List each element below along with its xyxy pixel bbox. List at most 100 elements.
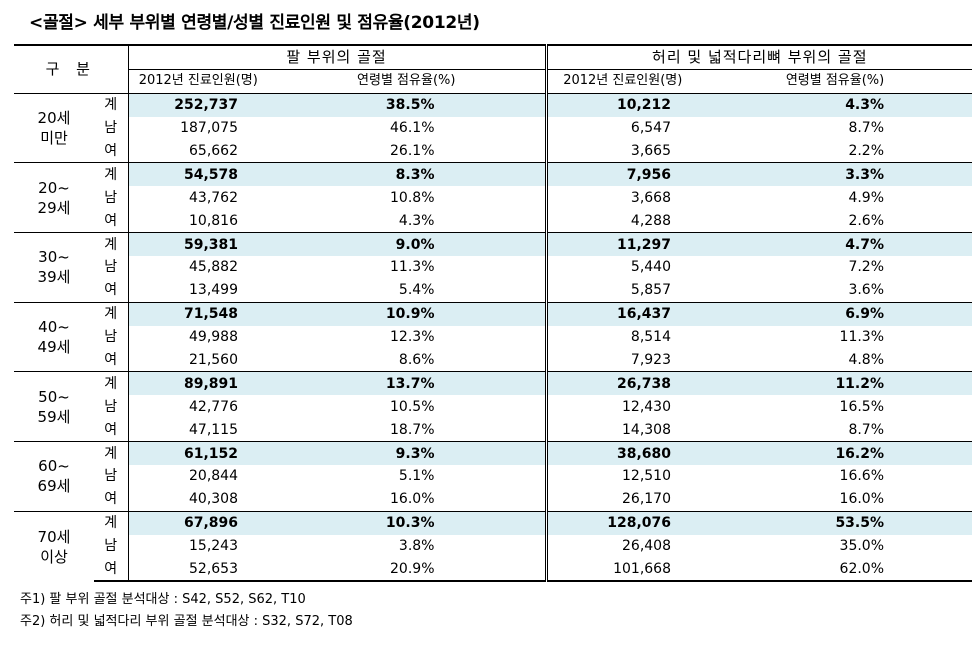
back-share-cell: 2.2% bbox=[848, 143, 885, 159]
arm-share-cell: 4.3% bbox=[398, 212, 435, 229]
sex-label: 계 bbox=[94, 371, 128, 396]
table-row: 20~ 29세 계 54,578 8.3% 7,956 3.3% bbox=[14, 162, 973, 233]
back-share-cell: 16.2% bbox=[698, 441, 973, 466]
gubun-header: 구 분 bbox=[14, 43, 128, 94]
back-patients-cell: 26,408 bbox=[544, 534, 698, 558]
age-group-line: 39세 bbox=[37, 268, 71, 287]
table-row: 남 43,762 10.8% 3,668 4.9% bbox=[14, 186, 972, 210]
table-row: 남 42,776 10.5% 12,430 16.5% bbox=[14, 395, 972, 419]
arm-patients-cell: 252,737 bbox=[127, 92, 268, 117]
age-group-label: 70세 이상 bbox=[14, 510, 94, 582]
back-patients-cell: 3,665 bbox=[544, 139, 698, 163]
arm-share-cell: 10.8% bbox=[390, 189, 435, 206]
age-group-line: 49세 bbox=[37, 338, 71, 357]
arm-patients-cell: 54,578 bbox=[127, 162, 268, 187]
table-row: 남 20,844 5.1% 12,510 16.6% bbox=[14, 465, 972, 488]
arm-patients-cell: 52,653 bbox=[127, 557, 268, 583]
arm-patients-cell: 10,816 bbox=[127, 209, 268, 233]
sex-label: 여 bbox=[104, 491, 118, 508]
back-patients-cell: 16,437 bbox=[544, 301, 698, 326]
sex-label: 남 bbox=[104, 329, 118, 346]
table-row: 남 49,988 12.3% 8,514 11.3% bbox=[14, 325, 972, 349]
sex-label: 남 bbox=[104, 398, 118, 415]
age-group-line: 59세 bbox=[37, 407, 71, 426]
back-patients-cell: 6,547 bbox=[544, 116, 698, 140]
arm-patients-cell: 67,896 bbox=[127, 510, 268, 535]
sex-label: 여 bbox=[104, 282, 118, 299]
arm-share-cell: 26.1% bbox=[390, 143, 435, 159]
back-share-cell: 4.3% bbox=[698, 92, 973, 117]
arm-patients-cell: 187,075 bbox=[127, 116, 268, 140]
back-share-cell: 35.0% bbox=[839, 538, 885, 555]
arm-share-cell: 18.7% bbox=[390, 421, 435, 438]
age-group-label: 20~ 29세 bbox=[14, 162, 94, 233]
back-share-cell: 62.0% bbox=[698, 557, 973, 583]
back-patients-cell: 3,668 bbox=[544, 186, 698, 210]
arm-share-cell: 8.3% bbox=[268, 162, 546, 187]
back-patients-header: 2012년 진료인원(명) bbox=[544, 69, 698, 94]
arm-share-cell: 5.4% bbox=[398, 282, 435, 299]
arm-share-cell: 11.3% bbox=[390, 259, 435, 276]
age-group-line: 30~ bbox=[38, 248, 70, 267]
back-patients-cell: 26,170 bbox=[544, 487, 698, 512]
arm-patients-cell: 21,560 bbox=[127, 348, 268, 372]
age-group-line: 50~ bbox=[38, 387, 70, 406]
arm-patients-cell: 15,243 bbox=[127, 534, 268, 558]
back-share-cell: 16.0% bbox=[839, 491, 885, 508]
sex-label: 계 bbox=[94, 510, 128, 535]
footnotes: 주1) 팔 부위 골절 분석대상 : S42, S52, S62, T10 주2… bbox=[20, 589, 353, 633]
sex-label: 남 bbox=[104, 189, 118, 206]
arm-patients-cell: 45,882 bbox=[127, 256, 268, 279]
back-patients-cell: 38,680 bbox=[544, 441, 698, 466]
back-patients-cell: 5,857 bbox=[544, 278, 698, 303]
back-share-cell: 6.9% bbox=[698, 301, 973, 326]
arm-patients-cell: 61,152 bbox=[127, 441, 268, 466]
arm-share-header: 연령별 점유율(%) bbox=[268, 69, 546, 94]
arm-share-cell: 10.3% bbox=[268, 510, 546, 535]
arm-patients-cell: 20,844 bbox=[127, 465, 268, 488]
age-group-label: 40~ 49세 bbox=[14, 301, 94, 372]
header-row-1: 구 분 팔 부위의 골절 허리 및 넓적다리뼈 부위의 골절 bbox=[14, 43, 973, 94]
back-share-cell: 4.8% bbox=[848, 352, 885, 369]
sex-label: 여 bbox=[94, 557, 128, 583]
age-group-line: 69세 bbox=[37, 477, 71, 496]
arm-patients-cell: 43,762 bbox=[127, 186, 268, 210]
arm-share-cell: 5.1% bbox=[398, 468, 435, 485]
back-patients-cell: 26,738 bbox=[544, 371, 698, 396]
arm-share-cell: 38.5% bbox=[268, 92, 546, 117]
back-patients-cell: 101,668 bbox=[544, 557, 698, 583]
fracture-stats-table: 구 분 팔 부위의 골절 허리 및 넓적다리뼈 부위의 골절 2012년 진료인… bbox=[14, 43, 973, 583]
table-row: 30~ 39세 계 59,381 9.0% 11,297 4.7% bbox=[14, 232, 973, 303]
arm-share-cell: 12.3% bbox=[390, 329, 435, 346]
table-row: 70세 이상 계 67,896 10.3% 128,076 53.5% bbox=[14, 510, 973, 582]
back-patients-cell: 5,440 bbox=[544, 256, 698, 279]
arm-share-cell: 3.8% bbox=[398, 538, 435, 555]
sex-label: 여 bbox=[104, 421, 118, 438]
back-share-cell: 16.6% bbox=[839, 468, 885, 485]
table-row: 여 10,816 4.3% 4,288 2.6% bbox=[14, 209, 972, 233]
sex-label: 여 bbox=[104, 212, 118, 229]
table-row: 여 13,499 5.4% 5,857 3.6% bbox=[14, 278, 972, 303]
arm-patients-cell: 13,499 bbox=[127, 278, 268, 303]
sex-label: 계 bbox=[94, 162, 128, 187]
arm-patients-cell: 59,381 bbox=[127, 232, 268, 257]
back-share-cell: 8.7% bbox=[848, 120, 885, 137]
back-patients-cell: 11,297 bbox=[544, 232, 698, 257]
table-row: 여 21,560 8.6% 7,923 4.8% bbox=[14, 348, 972, 372]
footnote-1: 주1) 팔 부위 골절 분석대상 : S42, S52, S62, T10 bbox=[20, 592, 306, 607]
back-share-cell: 7.2% bbox=[848, 259, 885, 276]
age-group-line: 미만 bbox=[40, 129, 68, 148]
back-share-cell: 16.5% bbox=[839, 398, 885, 415]
sex-label: 여 bbox=[104, 143, 118, 159]
arm-patients-cell: 71,548 bbox=[127, 301, 268, 326]
age-group-label: 50~ 59세 bbox=[14, 371, 94, 442]
arm-patients-cell: 40,308 bbox=[127, 487, 268, 512]
sex-label: 남 bbox=[104, 259, 118, 276]
arm-patients-cell: 89,891 bbox=[127, 371, 268, 396]
back-share-cell: 11.2% bbox=[698, 371, 973, 396]
age-group-line: 70세 bbox=[37, 527, 71, 546]
back-patients-cell: 14,308 bbox=[544, 418, 698, 442]
table-row: 남 187,075 46.1% 6,547 8.7% bbox=[14, 116, 972, 140]
arm-fracture-header: 팔 부위의 골절 bbox=[127, 43, 546, 70]
back-patients-cell: 128,076 bbox=[544, 510, 698, 535]
